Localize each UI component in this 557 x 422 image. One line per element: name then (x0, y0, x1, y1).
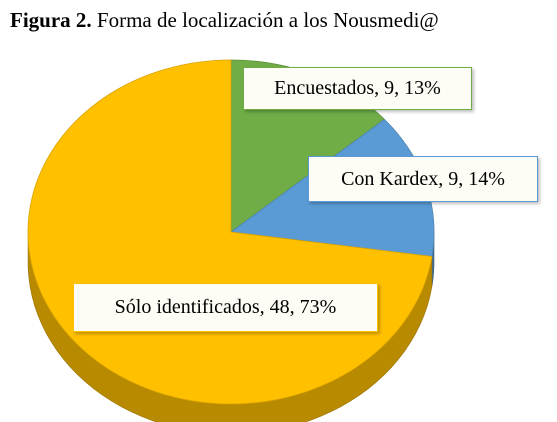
figure-title: Forma de localización a los Nousmedi@ (96, 8, 439, 32)
pie-top-layer (27, 59, 435, 405)
data-label-encuestados-text: Encuestados, 9, 13% (274, 77, 441, 99)
figure-caption: Figura 2. Forma de localización a los No… (10, 8, 439, 33)
data-label-con-kardex-text: Con Kardex, 9, 14% (341, 167, 505, 190)
data-label-solo-identificados-text: Sólo identificados, 48, 73% (114, 296, 337, 318)
figure-label: Figura 2. (10, 8, 92, 32)
data-label-encuestados: Encuestados, 9, 13% (243, 67, 472, 110)
data-label-solo-identificados: Sólo identificados, 48, 73% (73, 283, 378, 332)
data-label-con-kardex: Con Kardex, 9, 14% (308, 156, 538, 202)
